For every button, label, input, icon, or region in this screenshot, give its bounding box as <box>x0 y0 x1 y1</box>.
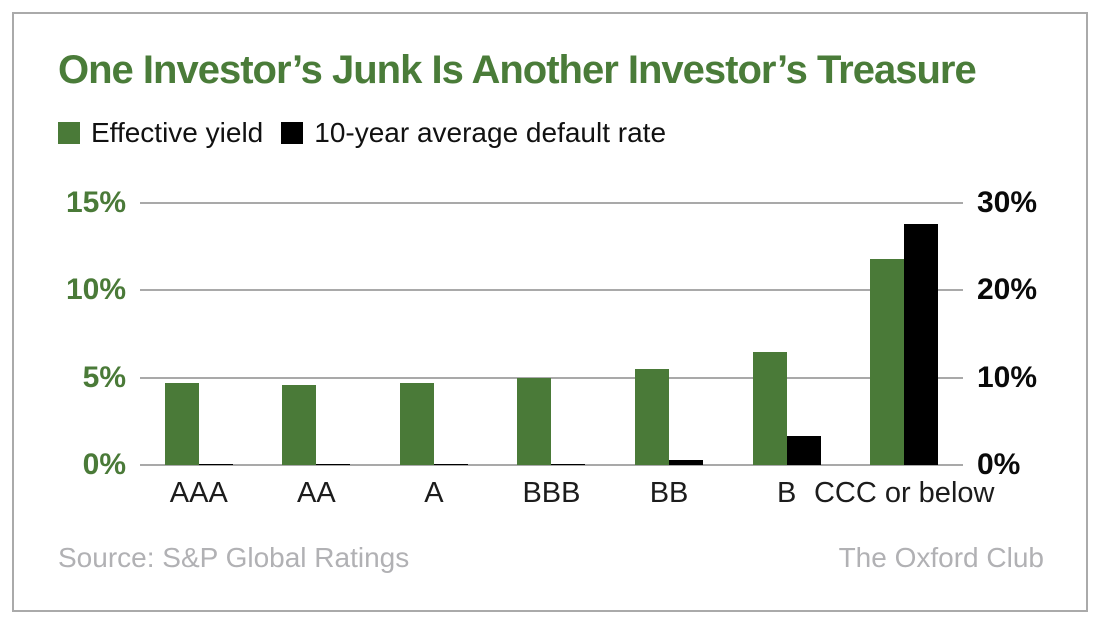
bar-group-a: A <box>375 203 493 508</box>
bar-group-b: B <box>728 203 846 508</box>
gridline <box>140 464 963 466</box>
default-rate-bar <box>551 464 586 465</box>
category-label: CCC or below <box>813 477 995 509</box>
default-rate-bar <box>316 464 351 465</box>
category-label: A <box>424 477 444 509</box>
category-label: BBB <box>522 477 581 509</box>
legend-item-default-rate: 10-year average default rate <box>281 117 666 149</box>
yield-bar <box>870 258 905 465</box>
legend-label-default-rate: 10-year average default rate <box>314 117 667 148</box>
axis-tick-label: 0% <box>977 448 1021 481</box>
axis-tick-label: 0% <box>82 448 126 481</box>
category-label: AA <box>297 477 336 509</box>
axis-tick-label: 15% <box>65 186 126 219</box>
black-swatch-icon <box>281 122 304 144</box>
yield-bar <box>752 351 787 465</box>
legend-item-effective-yield: Effective yield <box>58 117 263 149</box>
plot-area: AAA AA A BBB BB B CCC or below <box>140 202 994 508</box>
bar-group-aaa: AAA <box>140 203 258 508</box>
category-label: BB <box>649 477 689 509</box>
category-label: B <box>776 477 797 509</box>
bar-group-bbb: BBB <box>493 203 611 508</box>
legend-label-effective-yield: Effective yield <box>91 117 264 148</box>
source-note: Source: S&P Global Ratings <box>58 542 410 573</box>
left-axis: 0% 5% 10% 15% <box>32 187 126 481</box>
axis-tick-label: 20% <box>977 273 1038 307</box>
default-rate-bar <box>786 436 821 465</box>
default-rate-bar <box>198 464 233 465</box>
category-label: AAA <box>169 477 228 509</box>
chart-legend: Effective yield 10-year average default … <box>58 117 684 149</box>
bar-group-ccc-or-below: CCC or below <box>814 203 994 508</box>
right-axis: 0% 10% 20% 30% <box>977 187 1077 481</box>
bar-group-aa: AA <box>258 203 376 508</box>
gridline <box>140 376 963 379</box>
footer: Source: S&P Global Ratings The Oxford Cl… <box>58 542 1044 574</box>
yield-bar <box>164 382 199 465</box>
default-rate-bar <box>433 464 468 465</box>
chart-title: One Investor’s Junk Is Another Investor’… <box>58 48 977 92</box>
bar-group-bb: BB <box>610 203 728 508</box>
credit-note: The Oxford Club <box>838 542 1044 573</box>
axis-tick-label: 5% <box>82 360 126 394</box>
gridline <box>140 289 963 292</box>
yield-bar <box>399 382 434 465</box>
axis-tick-label: 10% <box>65 273 126 307</box>
green-swatch-icon <box>58 122 80 144</box>
yield-bar <box>635 368 670 465</box>
default-rate-bar <box>904 224 939 465</box>
axis-tick-label: 10% <box>977 360 1038 394</box>
gridline <box>140 202 963 204</box>
yield-bar <box>282 384 317 465</box>
axis-tick-label: 30% <box>977 186 1038 219</box>
chart-card: One Investor’s Junk Is Another Investor’… <box>12 12 1088 612</box>
default-rate-bar <box>669 459 704 465</box>
yield-bar <box>517 377 552 465</box>
